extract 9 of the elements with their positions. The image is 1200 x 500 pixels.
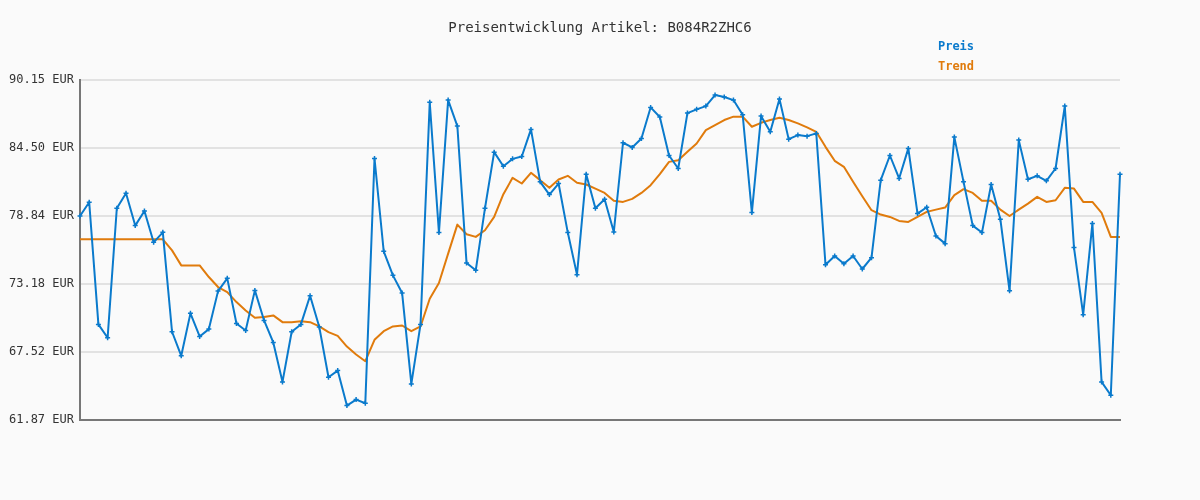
- y-tick-label: 78.84 EUR: [8, 208, 75, 223]
- text: Trend: [937, 59, 975, 74]
- y-tick-label: 84.50 EUR: [8, 140, 75, 155]
- text: Preis: [937, 39, 975, 54]
- y-tick-label: 73.18 EUR: [8, 276, 75, 291]
- y-tick-label: 67.52 EUR: [8, 344, 75, 359]
- chart-title: Preisentwicklung Artikel: B084R2ZHC6: [448, 18, 752, 35]
- y-tick-label: 90.15 EUR: [8, 72, 75, 87]
- y-tick-label: 61.87 EUR: [8, 412, 75, 427]
